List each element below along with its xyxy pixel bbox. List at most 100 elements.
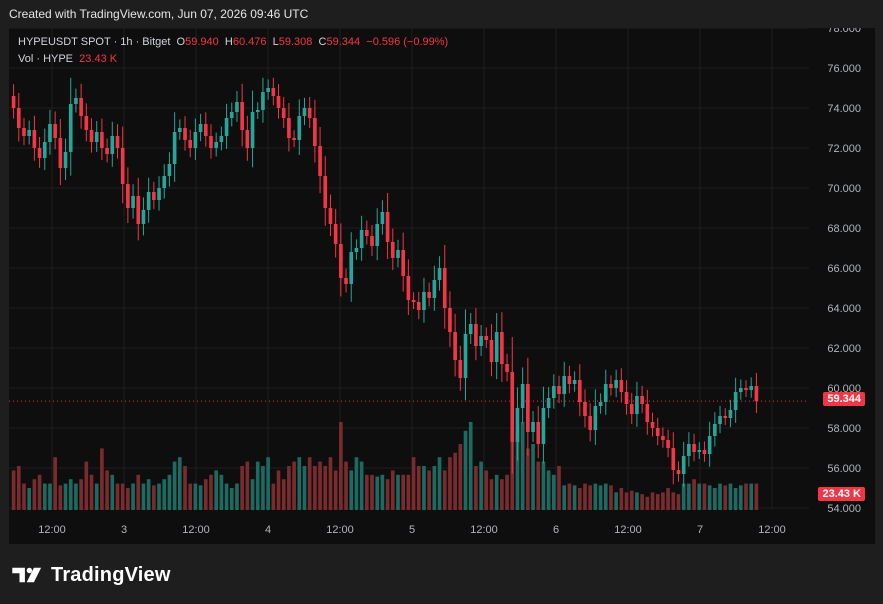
- candle-body: [16, 108, 21, 128]
- candle-body: [510, 372, 515, 442]
- price-tick-label: 68.000: [827, 223, 861, 235]
- volume-bar: [359, 461, 364, 510]
- candle-body: [37, 148, 42, 158]
- volume-bar: [68, 479, 73, 510]
- candle-body: [349, 252, 354, 284]
- candle-body: [323, 176, 328, 208]
- volume-bar: [250, 479, 255, 510]
- candle-body: [84, 116, 89, 130]
- volume-bar: [313, 466, 317, 510]
- volume-bar: [235, 483, 239, 510]
- candle-body: [567, 376, 572, 384]
- candles: [11, 77, 759, 487]
- candle-body: [437, 268, 442, 280]
- volume-bar: [370, 474, 374, 510]
- time-axis: 12:00 3 12:00 4 12:00 5 12:00 6 12:00 7 12:00: [38, 524, 786, 536]
- header-bar: Created with TradingView.com, Jun 07, 20…: [0, 0, 883, 28]
- volume-bar: [510, 439, 515, 510]
- candle-body: [297, 116, 302, 140]
- close-label: C: [318, 36, 327, 48]
- volume-bar: [577, 488, 582, 510]
- candle-body: [219, 136, 224, 142]
- volume-bar: [624, 492, 629, 510]
- candle-body: [307, 108, 312, 118]
- time-tick-label: 12:00: [614, 524, 642, 536]
- volume-bar: [432, 466, 437, 510]
- volume-bar: [349, 470, 354, 510]
- candle-body: [94, 132, 99, 142]
- candle-body: [229, 112, 234, 118]
- candle-body: [32, 130, 37, 148]
- chart-pane[interactable]: 54.000 56.000 58.000 60.000 62.000 64.000 66.0…: [9, 28, 875, 544]
- candle-body: [110, 136, 115, 154]
- candle-body: [193, 132, 198, 148]
- candle-body: [494, 332, 499, 362]
- volume-bar: [162, 479, 167, 510]
- volume-bar: [333, 470, 338, 510]
- close-value: 59.344: [326, 36, 361, 48]
- candle-body: [385, 212, 390, 242]
- last-price-tag: 59.344: [823, 392, 865, 406]
- volume-bar: [463, 430, 468, 510]
- volume-bar: [713, 488, 717, 510]
- volume-bar: [411, 457, 416, 510]
- volume-bar: [661, 492, 665, 510]
- candle-body: [598, 402, 603, 406]
- volume-value: 23.43 K: [79, 53, 118, 65]
- price-tick-label: 58.000: [827, 423, 861, 435]
- volume-bar: [157, 483, 161, 510]
- candle-body: [339, 244, 343, 278]
- volume-bar: [365, 474, 369, 510]
- volume-bar: [307, 457, 312, 510]
- volume-bar: [79, 479, 83, 510]
- last-volume-tag: 23.43 K: [818, 487, 865, 501]
- volume-bar: [593, 483, 598, 510]
- candle-body: [536, 422, 541, 444]
- volume-bar: [619, 488, 624, 510]
- candle-body: [479, 336, 483, 346]
- volume-bar: [110, 474, 115, 510]
- candlestick-chart[interactable]: 54.00056.00058.00060.00062.00064.00066.0…: [9, 28, 875, 544]
- volume-bar: [276, 470, 281, 510]
- volume-bar: [515, 430, 520, 510]
- volume-bar: [645, 496, 650, 510]
- time-tick-label: 12:00: [326, 524, 354, 536]
- volume-bar: [598, 485, 603, 510]
- volume-bar: [131, 483, 135, 510]
- candle-body: [58, 138, 63, 168]
- candle-body: [214, 142, 218, 148]
- candle-body: [468, 324, 473, 334]
- candle-body: [546, 398, 551, 408]
- candle-body: [666, 440, 670, 448]
- candle-body: [713, 424, 717, 436]
- candle-body: [333, 224, 338, 244]
- candle-body: [281, 108, 286, 118]
- candle-body: [416, 302, 421, 310]
- candle-body: [250, 112, 255, 148]
- volume-bar: [562, 485, 567, 510]
- candle-body: [255, 110, 260, 112]
- candle-body: [105, 148, 109, 154]
- volume-bar: [74, 483, 78, 510]
- candle-body: [74, 98, 78, 104]
- candle-body: [624, 392, 629, 404]
- candle-body: [422, 292, 426, 310]
- candle-body: [344, 278, 348, 284]
- candle-body: [515, 408, 520, 442]
- candle-body: [375, 224, 380, 246]
- candle-body: [692, 444, 696, 452]
- candle-body: [541, 408, 546, 444]
- volume-bar: [754, 483, 759, 510]
- candle-body: [489, 340, 494, 362]
- time-tick-label: 12:00: [38, 524, 66, 536]
- volume-bar: [146, 479, 151, 510]
- candle-body: [22, 128, 26, 136]
- candle-body: [432, 280, 437, 298]
- candle-body: [68, 104, 73, 152]
- volume-bar: [219, 474, 224, 510]
- volume-bar: [94, 483, 99, 510]
- volume-bar: [203, 479, 208, 510]
- volume-bar: [141, 483, 146, 510]
- volume-bar: [546, 470, 551, 510]
- candle-body: [302, 108, 307, 116]
